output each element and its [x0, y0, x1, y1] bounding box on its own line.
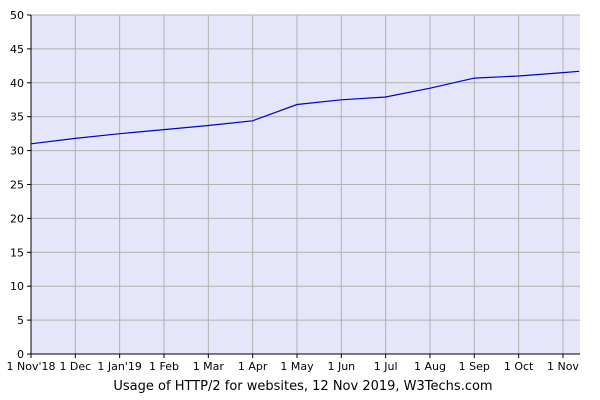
y-tick-label: 50: [10, 9, 24, 22]
x-tick-label: 1 Feb: [149, 360, 179, 373]
x-axis-ticks: 1 Nov'18 1 Dec 1 Jan'19 1 Feb 1 Mar 1 Apr 1 Ma…: [7, 354, 580, 373]
x-tick-label: 1 Aug: [414, 360, 446, 373]
x-tick-label: 1 Sep: [459, 360, 490, 373]
x-tick-label: 1 Jul: [374, 360, 398, 373]
y-tick-label: 30: [10, 145, 24, 158]
x-tick-label: 1 Nov'18: [7, 360, 56, 373]
y-tick-label: 40: [10, 77, 24, 90]
x-tick-label: 1 Nov: [547, 360, 579, 373]
x-tick-label: 1 Apr: [238, 360, 268, 373]
x-tick-label: 1 Mar: [193, 360, 225, 373]
y-tick-label: 10: [10, 280, 24, 293]
y-tick-label: 25: [10, 179, 24, 192]
y-tick-label: 5: [17, 314, 24, 327]
x-tick-label: 1 Jan'19: [97, 360, 141, 373]
y-tick-label: 35: [10, 111, 24, 124]
chart-caption: Usage of HTTP/2 for websites, 12 Nov 201…: [113, 379, 492, 394]
x-tick-label: 1 Dec: [59, 360, 91, 373]
y-tick-label: 20: [10, 212, 24, 225]
x-tick-label: 1 Jun: [327, 360, 355, 373]
x-tick-label: 1 May: [280, 360, 314, 373]
y-tick-label: 45: [10, 43, 24, 56]
y-tick-label: 15: [10, 246, 24, 259]
x-tick-label: 1 Oct: [504, 360, 534, 373]
